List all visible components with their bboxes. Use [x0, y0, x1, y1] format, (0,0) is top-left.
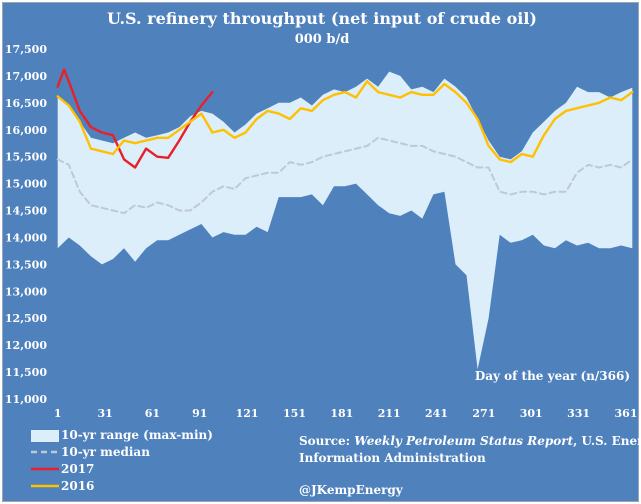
legend: 10-yr range (max-min) 10-yr median 2017 201… — [31, 428, 213, 493]
range-layer — [57, 71, 633, 370]
refinery-throughput-chart: U.S. refinery throughput (net input of c… — [5, 9, 640, 497]
y-tick-label: 13,000 — [5, 285, 47, 298]
source-suffix: , U.S. Energy — [573, 434, 640, 448]
x-tick-label: 361 — [615, 407, 638, 420]
series-line-2017 — [56, 68, 214, 169]
y-tick-label: 12,000 — [5, 339, 47, 352]
chart-subtitle: 000 b/d — [295, 32, 350, 47]
y-tick-label: 11,500 — [5, 366, 47, 379]
legend-label: 10-yr range (max-min) — [61, 428, 213, 442]
x-tick-label: 121 — [236, 407, 259, 420]
chart-title: U.S. refinery throughput (net input of c… — [107, 9, 537, 28]
y-tick-label: 17,500 — [5, 43, 47, 56]
source-prefix: Source: — [299, 434, 354, 448]
y-tick-label: 15,500 — [5, 151, 47, 164]
x-tick-label: 91 — [192, 407, 207, 420]
y-tick-label: 11,000 — [5, 393, 47, 406]
series-line-2016 — [56, 80, 634, 164]
y-tick-label: 14,500 — [5, 205, 47, 218]
x-tick-label: 331 — [567, 407, 590, 420]
x-tick-label: 241 — [425, 407, 448, 420]
range-band — [57, 71, 633, 370]
legend-label: 10-yr median — [61, 445, 150, 459]
x-tick-label: 181 — [330, 407, 353, 420]
y-tick-label: 16,500 — [5, 97, 47, 110]
source-publication: Weekly Petroleum Status Report — [354, 434, 573, 448]
credit-handle: @JKempEnergy — [299, 483, 404, 497]
series-line-10-yr-median — [56, 136, 634, 215]
y-tick-label: 12,500 — [5, 312, 47, 325]
legend-label: 2017 — [61, 462, 94, 476]
axis-note: Day of the year (n/366) — [475, 369, 630, 383]
x-axis: 1 31 61 91 121 151 181 211 241 271 301 331 361 — [54, 407, 638, 420]
x-tick-label: 31 — [97, 407, 112, 420]
x-tick-label: 301 — [520, 407, 543, 420]
source-line-2: Information Administration — [299, 451, 486, 465]
y-tick-label: 13,500 — [5, 258, 47, 271]
legend-label: 2016 — [61, 479, 94, 493]
x-tick-label: 151 — [283, 407, 306, 420]
y-axis: 11,000 11,500 12,000 12,500 13,000 13,500 14,0… — [5, 43, 47, 406]
y-tick-label: 15,000 — [5, 178, 47, 191]
legend-swatch-range — [31, 430, 59, 442]
x-tick-label: 271 — [472, 407, 495, 420]
series-layer — [56, 68, 634, 215]
source-line-1: Source: Weekly Petroleum Status Report, … — [299, 434, 640, 448]
x-tick-label: 1 — [54, 407, 62, 420]
x-tick-label: 211 — [378, 407, 401, 420]
x-tick-label: 61 — [145, 407, 160, 420]
y-tick-label: 17,000 — [5, 70, 47, 83]
y-tick-label: 14,000 — [5, 232, 47, 245]
y-tick-label: 16,000 — [5, 124, 47, 137]
